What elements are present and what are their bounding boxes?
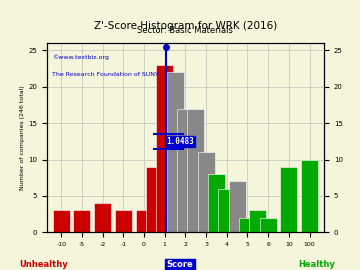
Bar bbox=[239, 218, 256, 232]
Text: Score: Score bbox=[167, 260, 193, 269]
Bar bbox=[187, 109, 204, 232]
Text: ©www.textbiz.org: ©www.textbiz.org bbox=[52, 55, 109, 60]
Text: The Research Foundation of SUNY: The Research Foundation of SUNY bbox=[52, 72, 159, 77]
Bar bbox=[208, 174, 225, 232]
Bar bbox=[146, 167, 163, 232]
Text: Healthy: Healthy bbox=[298, 260, 335, 269]
Bar bbox=[94, 203, 111, 232]
Text: 1.0483: 1.0483 bbox=[167, 137, 194, 146]
Bar bbox=[229, 181, 246, 232]
Text: Sector: Basic Materials: Sector: Basic Materials bbox=[138, 26, 233, 35]
Bar bbox=[115, 210, 132, 232]
Bar bbox=[177, 109, 194, 232]
Title: Z'-Score Histogram for WRK (2016): Z'-Score Histogram for WRK (2016) bbox=[94, 21, 277, 31]
Bar bbox=[156, 65, 173, 232]
Bar bbox=[260, 218, 276, 232]
Bar bbox=[198, 152, 215, 232]
Bar bbox=[218, 188, 235, 232]
Bar bbox=[167, 72, 184, 232]
Bar bbox=[301, 160, 318, 232]
Bar bbox=[136, 210, 153, 232]
Y-axis label: Number of companies (246 total): Number of companies (246 total) bbox=[20, 85, 25, 190]
Bar bbox=[73, 210, 90, 232]
Bar bbox=[249, 210, 266, 232]
Bar bbox=[53, 210, 70, 232]
Text: Unhealthy: Unhealthy bbox=[19, 260, 68, 269]
Bar bbox=[280, 167, 297, 232]
